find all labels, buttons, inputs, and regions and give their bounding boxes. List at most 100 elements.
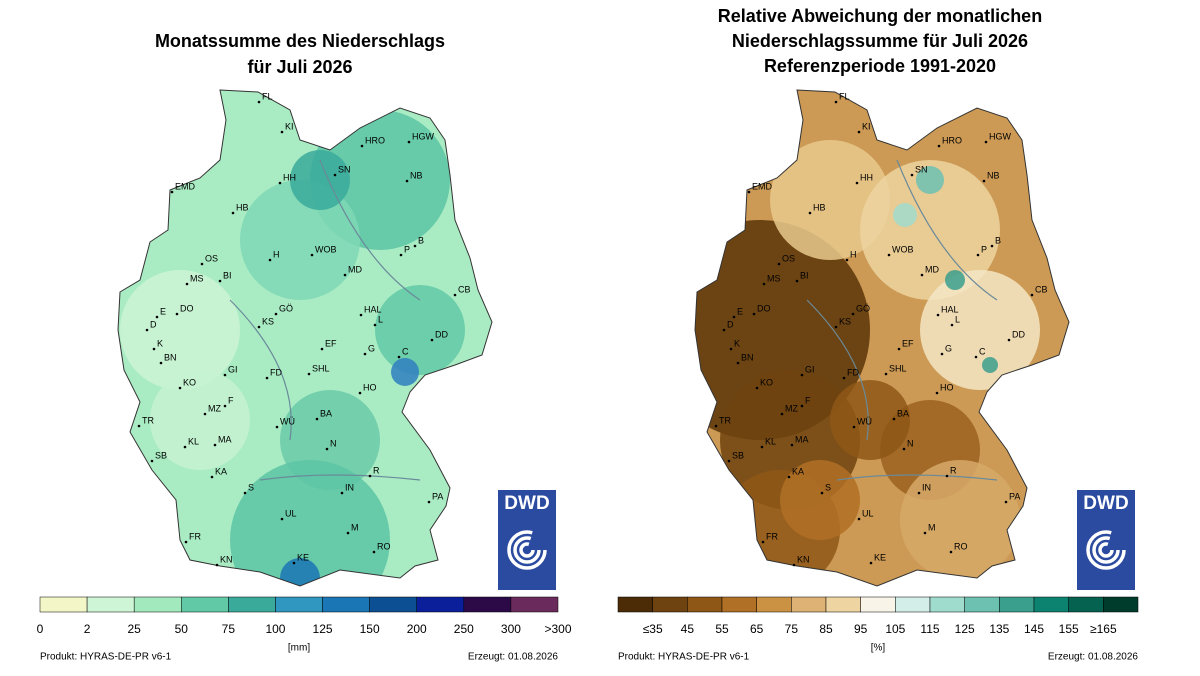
city-label: SHL	[312, 363, 330, 373]
city-label: RO	[954, 541, 968, 551]
city-label: SB	[732, 450, 744, 460]
city-label: FD	[847, 367, 859, 377]
city-label: SN	[338, 164, 351, 174]
city-dot	[203, 412, 207, 416]
city-dot	[790, 443, 794, 447]
city-dot	[346, 531, 350, 535]
city-label: MS	[190, 273, 204, 283]
logo-box	[1077, 490, 1135, 590]
city-label: S	[248, 482, 254, 492]
city-label: HGW	[989, 131, 1012, 141]
city-label: BN	[164, 352, 177, 362]
city-label: HB	[236, 202, 249, 212]
city-dot	[982, 179, 986, 183]
legend-label: 0	[37, 622, 44, 636]
legend-unit: [mm]	[288, 643, 310, 654]
city-dot	[949, 550, 953, 554]
city-label: KN	[220, 554, 233, 564]
map-patch	[375, 285, 465, 375]
logo-spiral	[519, 542, 535, 558]
map-patch	[945, 270, 965, 290]
city-label: GÖ	[279, 303, 293, 313]
legend-swatch	[1068, 596, 1104, 613]
city-label: M	[928, 522, 936, 532]
city-dot	[268, 258, 272, 262]
legend-label: 145	[1024, 622, 1044, 636]
city-label: H	[273, 249, 280, 259]
legend-swatch	[617, 596, 653, 613]
map-patch	[150, 370, 250, 470]
city-label: MZ	[208, 403, 221, 413]
city-dot	[897, 347, 901, 351]
city-label: IN	[345, 482, 354, 492]
city-dot	[231, 211, 235, 215]
city-label: MA	[795, 434, 809, 444]
city-label: DD	[435, 329, 448, 339]
city-dot	[729, 347, 733, 351]
city-label: NB	[410, 170, 423, 180]
map-patch	[893, 203, 917, 227]
city-label: S	[825, 482, 831, 492]
map-patch	[240, 180, 360, 300]
city-label: BA	[897, 408, 909, 418]
city-dot	[310, 253, 314, 257]
city-label: OS	[782, 253, 795, 263]
logo-spiral	[513, 536, 541, 564]
logo-spiral	[1098, 542, 1114, 558]
city-dot	[937, 144, 941, 148]
city-dot	[274, 312, 278, 316]
river	[259, 474, 421, 481]
city-dot	[430, 338, 434, 342]
city-dot	[936, 313, 940, 317]
city-dot	[280, 517, 284, 521]
city-label: KS	[262, 316, 274, 326]
city-label: KE	[297, 552, 309, 562]
city-label: FR	[766, 531, 778, 541]
city-label: UL	[862, 508, 874, 518]
city-dot	[150, 459, 154, 463]
city-dot	[923, 531, 927, 535]
city-dot	[243, 491, 247, 495]
map-patch	[280, 558, 320, 586]
city-dot	[145, 328, 149, 332]
city-label: SB	[155, 450, 167, 460]
city-dot	[325, 447, 329, 451]
city-label: HRO	[942, 135, 962, 145]
city-label: HAL	[941, 304, 959, 314]
city-dot	[343, 273, 347, 277]
legend-label: 200	[407, 622, 427, 636]
city-label: DO	[180, 303, 194, 313]
city-dot	[159, 361, 163, 365]
city-dot	[427, 500, 431, 504]
city-dot	[413, 244, 417, 248]
city-dot	[407, 140, 411, 144]
legend-label: 150	[360, 622, 380, 636]
city-dot	[1004, 500, 1008, 504]
city-dot	[945, 474, 949, 478]
city-dot	[218, 279, 222, 283]
city-dot	[869, 561, 873, 565]
city-dot	[278, 181, 282, 185]
city-label: HO	[940, 382, 954, 392]
legend-swatch	[228, 596, 276, 613]
legend-label: 75	[222, 622, 236, 636]
city-dot	[307, 372, 311, 376]
city-dot	[857, 517, 861, 521]
legend-swatch	[1033, 596, 1069, 613]
city-label: WOB	[315, 244, 337, 254]
city-label: E	[160, 306, 166, 316]
legend-label: 125	[313, 622, 333, 636]
city-label: SHL	[889, 363, 907, 373]
city-label: KA	[792, 466, 804, 476]
logo-spiral	[507, 530, 547, 570]
city-label: R	[373, 465, 380, 475]
city-label: L	[955, 314, 960, 324]
city-label: MD	[348, 264, 362, 274]
city-dot	[183, 445, 187, 449]
product: Produkt: HYRAS-DE-PR v6-1	[40, 652, 172, 663]
city-label: FL	[839, 91, 850, 101]
map-patch	[920, 270, 1040, 390]
city-dot	[974, 355, 978, 359]
map-patch	[916, 166, 944, 194]
city-label: SN	[915, 164, 928, 174]
